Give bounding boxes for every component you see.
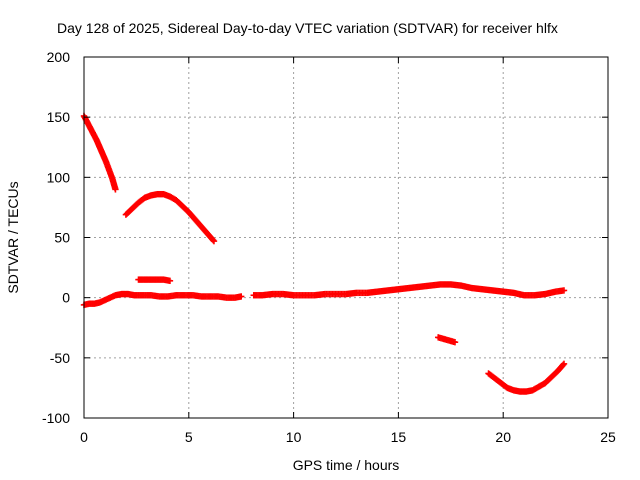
data-point — [559, 361, 567, 369]
data-point — [238, 293, 245, 300]
data-point — [210, 237, 218, 245]
data-point — [209, 236, 217, 244]
y-tick-label: -50 — [50, 350, 70, 366]
y-tick-label: 50 — [54, 230, 70, 246]
x-tick-label: 25 — [600, 429, 616, 445]
y-tick-label: 0 — [62, 290, 70, 306]
data-point — [560, 287, 568, 294]
grid-lines — [84, 57, 608, 418]
x-tick-label: 5 — [185, 429, 193, 445]
y-tick-label: 100 — [47, 169, 71, 185]
x-axis-label: GPS time / hours — [293, 457, 400, 473]
x-tick-label: 20 — [495, 429, 511, 445]
data-points — [80, 112, 568, 395]
y-tick-label: 150 — [47, 109, 71, 125]
chart-title: Day 128 of 2025, Sidereal Day-to-day VTE… — [57, 20, 558, 36]
data-point — [166, 277, 174, 285]
data-point — [451, 338, 459, 346]
data-point — [112, 186, 119, 193]
y-axis-label: SDTVAR / TECUs — [5, 181, 21, 293]
data-point — [560, 360, 568, 368]
y-tick-label: 200 — [47, 49, 71, 65]
axis-ticks: 0 5 10 15 20 25 -100 -50 0 50 100 150 200 — [42, 49, 616, 445]
x-tick-label: 10 — [286, 429, 302, 445]
y-tick-label: -100 — [42, 410, 70, 426]
x-tick-label: 15 — [391, 429, 407, 445]
x-tick-label: 0 — [80, 429, 88, 445]
